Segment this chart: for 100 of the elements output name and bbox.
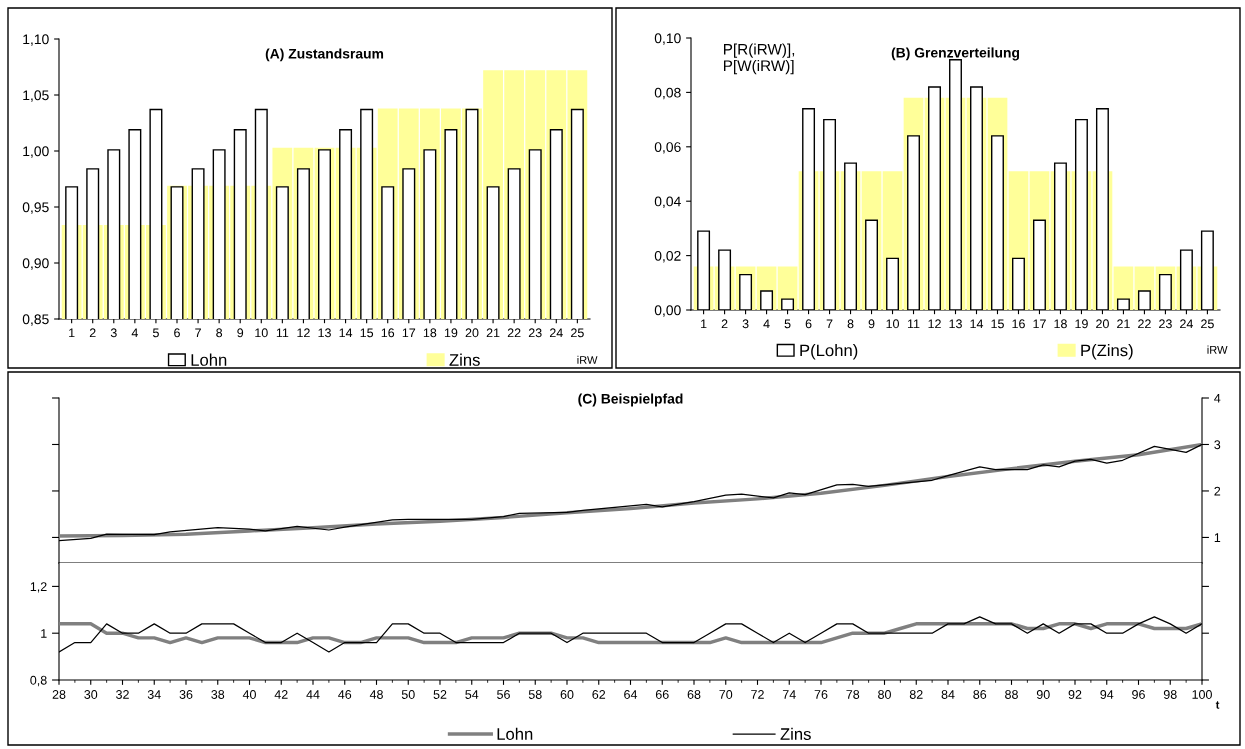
x-tick-label: 9: [868, 319, 875, 329]
x-tick-label: 6: [174, 328, 180, 338]
x-tick-label: 7: [826, 319, 833, 329]
x-tick-label: 5: [784, 319, 791, 329]
x-tick-label: 22: [507, 328, 521, 338]
x-tick-label: 58: [528, 690, 542, 699]
legend-label: Lohn: [191, 353, 227, 366]
x-tick-label: 22: [1138, 319, 1151, 329]
x-tick-label: 11: [276, 328, 289, 338]
x-tick-label: 16: [381, 328, 395, 338]
y-tick-label: 1: [1214, 533, 1221, 542]
x-tick-label: 86: [973, 690, 987, 699]
x-tick-label: 66: [655, 690, 669, 699]
x-tick-label: 16: [1012, 319, 1025, 329]
x-tick-label: 44: [306, 690, 320, 699]
x-tick-label: 30: [84, 690, 98, 699]
x-tick-label: 17: [1033, 319, 1046, 329]
x-tick-label: 23: [528, 328, 542, 338]
x-tick-label: 38: [211, 690, 225, 699]
x-tick-label: 50: [401, 690, 415, 699]
y-tick-label: 0,04: [654, 196, 681, 209]
legend-label: Zins: [780, 727, 811, 740]
x-tick-label: 4: [763, 319, 770, 329]
y-tick-label: 0,85: [22, 314, 49, 326]
y-tick-label: 1: [41, 629, 47, 638]
y-axis-title: P[R(iRW)], P[W(iRW)]: [723, 43, 795, 75]
x-tick-label: 82: [909, 690, 923, 699]
y-tick-label: 0,08: [654, 87, 681, 100]
y-tick-label: 1,10: [23, 34, 49, 46]
x-tick-label: 11: [907, 319, 920, 329]
x-tick-label: 90: [1036, 690, 1050, 699]
x-tick-label: 46: [338, 690, 352, 699]
x-tick-label: 52: [433, 690, 447, 699]
x-tick-label: 42: [274, 690, 288, 699]
x-tick-label: 23: [1159, 319, 1172, 329]
y-tick-label: 0,02: [654, 250, 681, 263]
x-tick-label: 24: [549, 328, 563, 338]
x-tick-label: 20: [465, 328, 479, 338]
x-tick-label: 28: [52, 690, 66, 699]
x-tick-label: 4: [131, 328, 138, 338]
y-tick-label: 0,95: [22, 202, 49, 214]
x-tick-label: 56: [497, 690, 510, 699]
x-tick-label: 15: [991, 319, 1004, 329]
legend-label: Zins: [449, 353, 480, 366]
x-tick-label: 13: [318, 328, 331, 338]
x-tick-label: 15: [360, 328, 374, 338]
x-tick-label: 92: [1068, 690, 1082, 699]
x-tick-label: 7: [195, 328, 201, 338]
x-tick-label: 68: [687, 690, 701, 699]
x-tick-label: 1: [69, 328, 75, 338]
x-tick-label: 12: [297, 328, 310, 338]
y-tick-label: 2: [1214, 486, 1221, 496]
x-axis-title: iRW: [1207, 345, 1228, 354]
chart-title: (C) Beispielpfad: [578, 393, 683, 407]
x-tick-label: 9: [237, 328, 244, 338]
x-tick-label: 2: [721, 319, 728, 329]
x-tick-label: 19: [444, 328, 458, 338]
x-tick-label: 10: [886, 319, 899, 329]
x-tick-label: 32: [116, 690, 129, 699]
x-tick-label: 70: [719, 690, 733, 699]
x-tick-label: 76: [814, 690, 828, 699]
x-tick-label: 3: [110, 328, 117, 338]
y-tick-label: 0,10: [654, 33, 681, 45]
x-tick-label: 5: [152, 328, 159, 338]
x-tick-label: 17: [402, 328, 416, 338]
x-tick-label: 12: [928, 319, 941, 329]
y-tick-label: 0,00: [654, 305, 681, 317]
x-tick-label: 36: [179, 690, 193, 699]
x-tick-label: 21: [1117, 319, 1130, 329]
x-tick-label: 88: [1005, 690, 1018, 699]
x-tick-label: 72: [751, 690, 764, 699]
x-tick-label: 8: [216, 328, 223, 338]
x-tick-label: 18: [423, 328, 437, 338]
x-tick-label: 21: [486, 328, 500, 338]
x-tick-label: 40: [242, 690, 256, 699]
x-tick-label: 98: [1163, 690, 1177, 699]
x-tick-label: 13: [949, 319, 962, 329]
legend-label: Lohn: [497, 727, 533, 740]
y-tick-label: 3: [1214, 440, 1221, 450]
x-tick-label: 10: [255, 328, 268, 338]
x-tick-label: 60: [560, 690, 574, 699]
x-tick-label: 19: [1075, 319, 1088, 329]
x-axis-title: t: [1215, 701, 1220, 709]
y-tick-label: 1,05: [23, 90, 49, 102]
x-tick-label: 100: [1192, 690, 1212, 699]
legend-label: P(Lohn): [800, 344, 858, 360]
x-tick-label: 94: [1100, 690, 1114, 699]
x-tick-label: 48: [369, 690, 383, 699]
x-tick-label: 64: [624, 690, 638, 699]
text: (B) Grenzverteilung: [891, 47, 1020, 61]
x-tick-label: 1: [701, 319, 707, 329]
x-tick-label: 18: [1054, 319, 1067, 329]
x-tick-label: 62: [592, 690, 606, 699]
x-tick-label: 14: [970, 319, 984, 329]
x-tick-label: 96: [1132, 690, 1145, 699]
x-tick-label: 84: [941, 690, 955, 699]
x-axis-title: iRW: [577, 355, 598, 364]
x-tick-label: 25: [571, 328, 584, 338]
x-tick-label: 24: [1180, 319, 1193, 329]
y-tick-label: 0,90: [22, 258, 49, 270]
